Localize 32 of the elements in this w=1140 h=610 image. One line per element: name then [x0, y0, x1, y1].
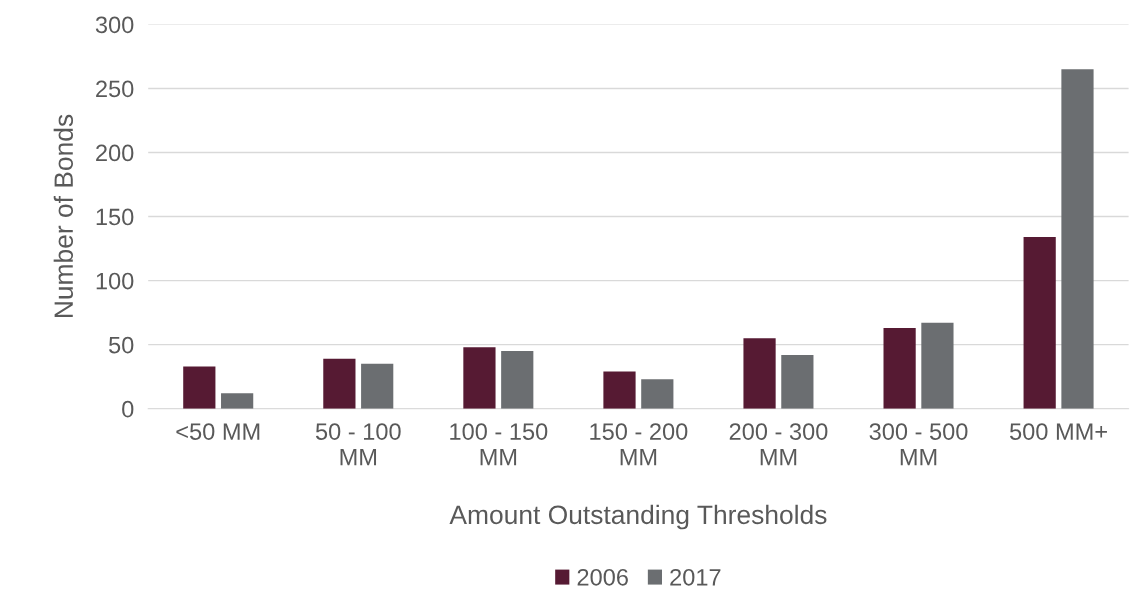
bar [463, 347, 496, 409]
x-tick-label: <50 MM [176, 423, 260, 440]
y-tick-label: 250 [96, 80, 134, 98]
y-tick-label: 150 [96, 208, 134, 226]
y-tick-label: 200 [96, 144, 134, 162]
legend-label: 2017 [670, 568, 721, 586]
y-axis-title: Number of Bonds [53, 114, 74, 318]
x-tick-label: 200 - 300 MM [729, 423, 828, 466]
y-tick-label: 300 [95, 16, 134, 34]
bar [323, 358, 356, 409]
x-tick-label: 500 MM+ [1009, 423, 1107, 440]
x-tick-label: 100 - 150 MM [450, 423, 548, 466]
bar [501, 351, 534, 409]
bar [743, 338, 776, 409]
x-tick-label: 300 - 500 MM [869, 423, 968, 466]
bar [641, 379, 674, 409]
bar [1023, 237, 1056, 409]
bar [1061, 69, 1094, 409]
bar [781, 354, 814, 409]
bar [603, 371, 636, 409]
y-tick-label: 0 [122, 400, 134, 418]
y-tick-label: 50 [109, 336, 134, 354]
bar [883, 328, 916, 409]
legend-label: 2006 [577, 568, 628, 586]
bar [361, 363, 394, 409]
bar [183, 366, 216, 409]
x-tick-label: 150 - 200 MM [590, 423, 688, 466]
x-axis-title: Amount Outstanding Thresholds [449, 504, 827, 530]
x-tick-label: 50 - 100 MM [315, 423, 401, 466]
y-tick-label: 100 [96, 272, 134, 290]
bar [221, 393, 254, 409]
bar [921, 322, 954, 409]
